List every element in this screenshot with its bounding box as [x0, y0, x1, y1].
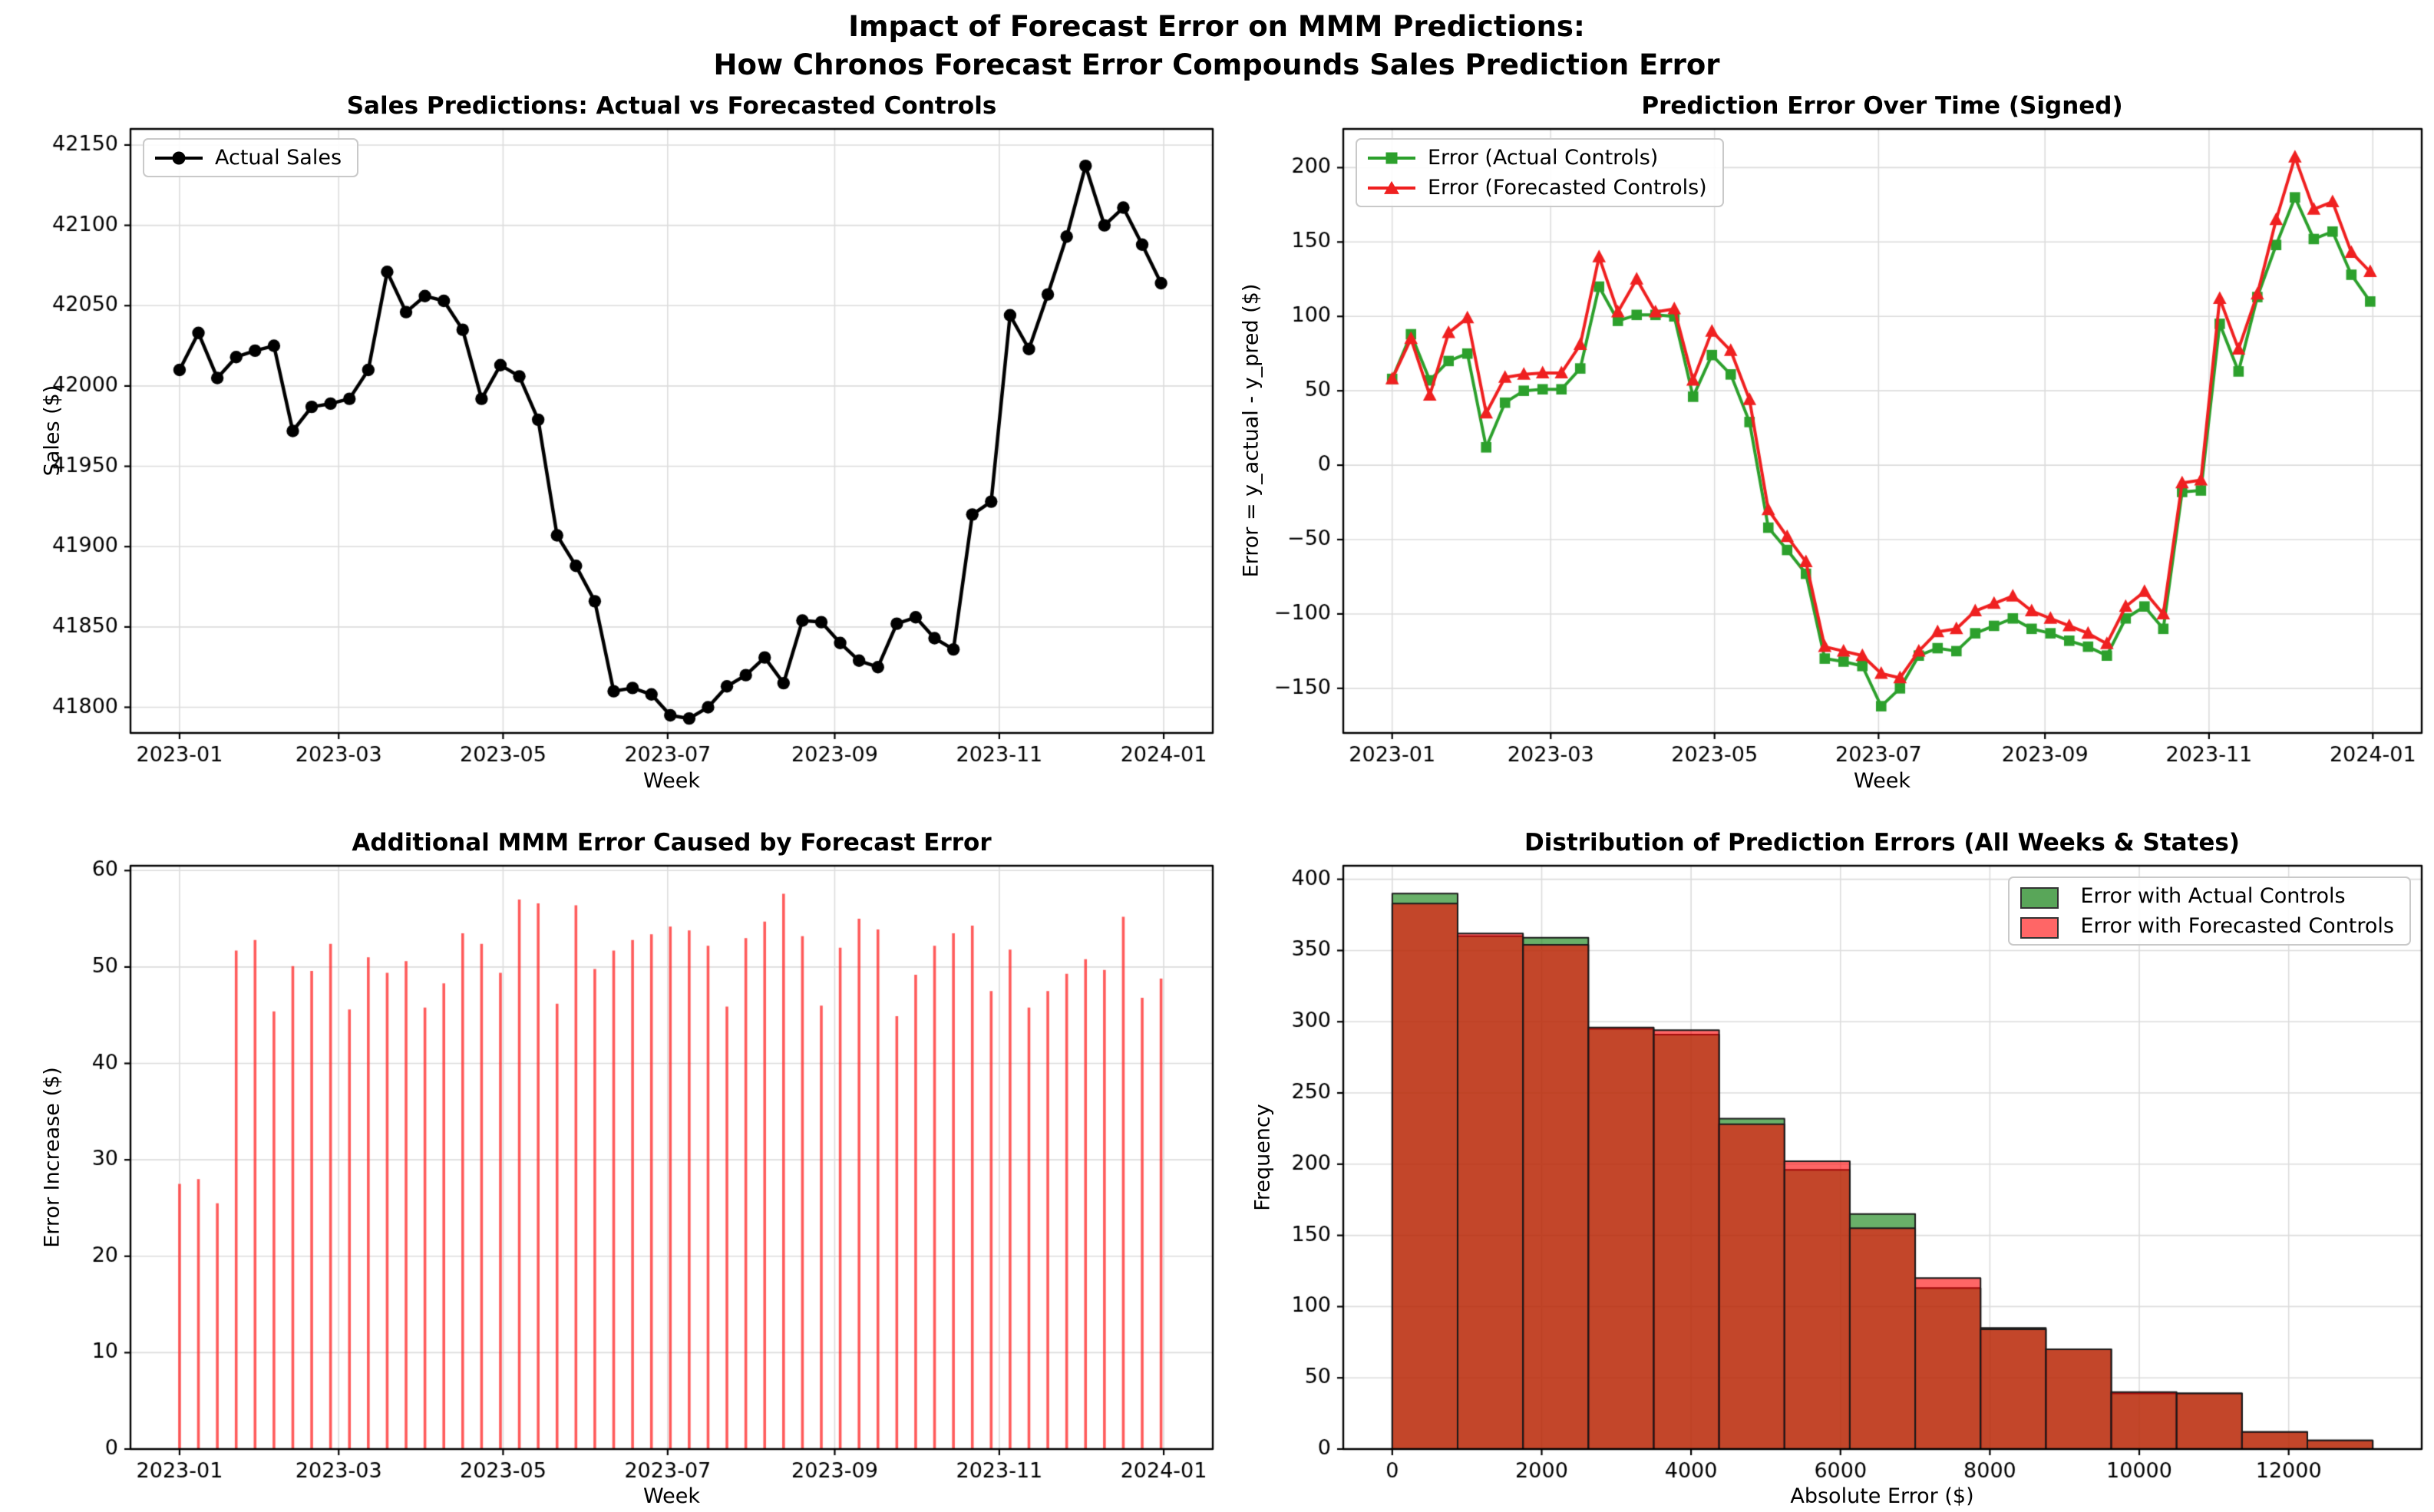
error-time-chart-title: Prediction Error Over Time (Signed): [1641, 92, 2123, 120]
error-increase-ylabel: Error Increase ($): [40, 1067, 64, 1248]
legend-label: Error with Actual Controls: [2080, 884, 2346, 908]
sales-chart-title: Sales Predictions: Actual vs Forecasted …: [346, 92, 997, 120]
legend-entry: Actual Sales: [155, 146, 342, 170]
patch-swatch-icon: [2020, 916, 2068, 939]
error-time-legend: Error (Actual Controls) Error (Forecasted…: [1356, 138, 1724, 207]
line-circle-swatch-icon: [155, 149, 203, 167]
line-square-swatch-icon: [1368, 149, 1415, 167]
legend-entry: Error (Actual Controls): [1368, 146, 1707, 170]
sales-ylabel: Sales ($): [40, 385, 64, 477]
histogram-legend: Error with Actual Controls Error with For…: [2008, 876, 2411, 946]
error-increase-chart-title: Additional MMM Error Caused by Forecast …: [352, 829, 992, 857]
error-time-xlabel: Week: [1854, 769, 1911, 793]
legend-label: Error with Forecasted Controls: [2080, 914, 2394, 938]
sales-xlabel: Week: [643, 769, 700, 793]
error-increase-xlabel: Week: [643, 1484, 700, 1508]
error-histogram-title: Distribution of Prediction Errors (All W…: [1524, 829, 2240, 857]
figure-suptitle: Impact of Forecast Error on MMM Predicti…: [713, 8, 1719, 84]
legend-entry: Error with Forecasted Controls: [2020, 914, 2394, 939]
patch-swatch-icon: [2020, 886, 2068, 909]
legend-entry: Error (Forecasted Controls): [1368, 176, 1707, 200]
line-triangle-swatch-icon: [1368, 179, 1415, 197]
histogram-xlabel: Absolute Error ($): [1790, 1484, 1974, 1508]
suptitle-line-1: Impact of Forecast Error on MMM Predicti…: [848, 10, 1585, 43]
legend-label: Error (Forecasted Controls): [1428, 176, 1707, 200]
error-time-ylabel: Error = y_actual - y_pred ($): [1239, 283, 1263, 578]
legend-label: Actual Sales: [215, 146, 342, 170]
suptitle-line-2: How Chronos Forecast Error Compounds Sal…: [713, 48, 1720, 81]
sales-legend: Actual Sales: [143, 138, 359, 177]
legend-label: Error (Actual Controls): [1428, 146, 1659, 170]
histogram-ylabel: Frequency: [1250, 1104, 1275, 1211]
legend-entry: Error with Actual Controls: [2020, 884, 2394, 909]
